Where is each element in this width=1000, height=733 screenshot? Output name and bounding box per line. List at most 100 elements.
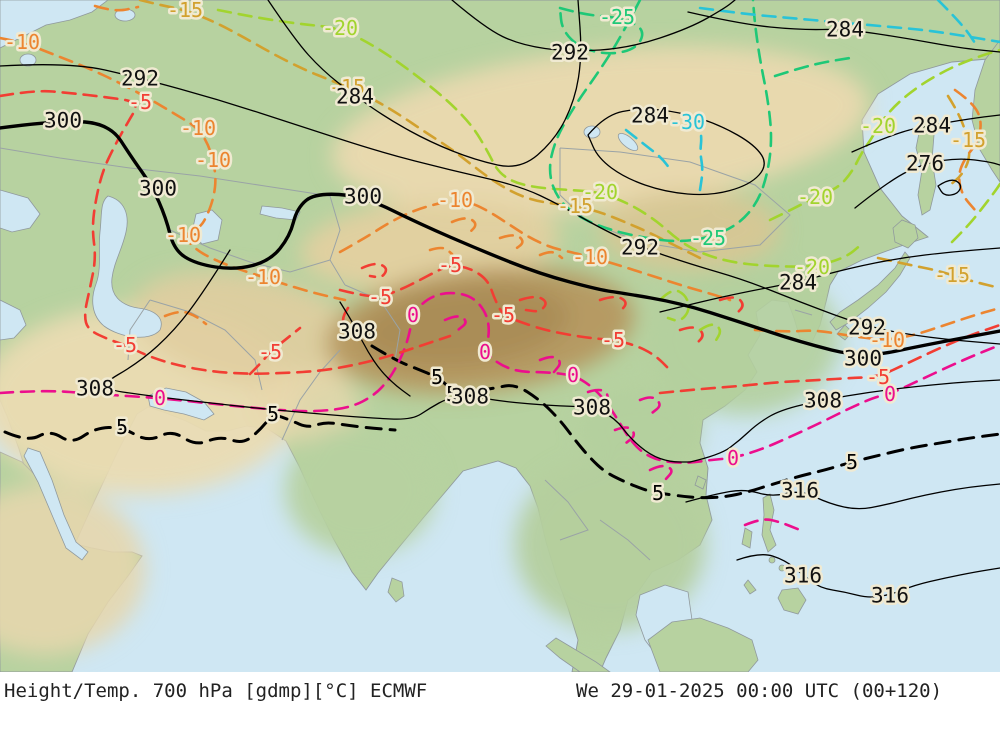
height-contour-316: [736, 554, 1000, 598]
temp-contour--20: [950, 182, 1000, 244]
temp-label--5: -5: [601, 328, 625, 352]
temp-contour-0: [443, 315, 467, 332]
height-contour-284: [659, 247, 1000, 313]
temp-contour--5: [360, 262, 388, 279]
temp-label-0: 0: [567, 363, 579, 387]
temp-label--5: -5: [866, 365, 890, 389]
height-contour-284: [851, 114, 1000, 153]
temp-label--10: -10: [437, 188, 473, 212]
height-label-316: 316: [784, 564, 822, 588]
temp-contour--20: [216, 8, 864, 268]
temp-label-5: 5: [652, 481, 664, 505]
temp-label-0: 0: [884, 382, 896, 406]
height-contour-292: [451, 0, 736, 52]
temp-label--5: -5: [368, 285, 392, 309]
temp-contour--5: [248, 326, 302, 376]
country-borders: [0, 147, 813, 561]
temp-contour--30: [624, 128, 674, 174]
temp-contour--10: [338, 199, 732, 302]
temp-contour--5: [341, 306, 352, 332]
temp-label-0: 0: [727, 446, 739, 470]
height-label-300: 300: [344, 185, 382, 209]
height-contour-292: [0, 64, 1000, 345]
height-contour-284: [267, 0, 582, 167]
temp-contour--5: [658, 323, 1000, 395]
temp-contour-5: [370, 344, 1000, 500]
temp-label--5: -5: [438, 253, 462, 277]
temp-label--20: -20: [860, 114, 896, 138]
temp-contour--10: [428, 246, 454, 256]
chart-footer: Height/Temp. 700 hPa [gdmp][°C] ECMWF We…: [0, 672, 1000, 733]
height-contour-276: [854, 158, 1000, 209]
temp-contour--10: [538, 250, 564, 260]
height-label-308: 308: [338, 320, 376, 344]
temp-label--20: -20: [797, 185, 833, 209]
height-label-284: 284: [779, 271, 817, 295]
temp-contour--15: [138, 0, 702, 260]
height-contour-308: [689, 379, 1000, 463]
temp-contour-0: [648, 464, 673, 482]
temp-label--25: -25: [690, 226, 726, 250]
temp-contour--5: [518, 295, 547, 313]
temp-label--20: -20: [582, 180, 618, 204]
height-label-308: 308: [76, 377, 114, 401]
temp-label-5: 5: [446, 382, 458, 406]
temp-contour--10: [450, 217, 477, 236]
temp-label--15: -15: [167, 0, 203, 22]
temp-contour--30: [698, 6, 1000, 44]
temp-contour-0: [0, 291, 1000, 464]
temp-contour-0: [638, 396, 661, 415]
temp-contour--20: [768, 48, 1000, 222]
map-canvas: 5 5 5 5 5 5 0 0 0 0 0 0 -5 -5 -5 -5 -5 -5 -5 -5 -10 -10 -10 -10…: [0, 0, 1000, 672]
height-label-316: 316: [871, 584, 909, 608]
temp-contour--5: [0, 89, 452, 375]
footer-product-label: Height/Temp. 700 hPa [gdmp][°C] ECMWF: [4, 680, 428, 702]
height-label-284: 284: [631, 104, 669, 128]
height-label-292: 292: [621, 236, 659, 260]
temp-label--30: -30: [669, 110, 705, 134]
temp-label-5: 5: [267, 402, 279, 426]
temp-contour--10: [93, 4, 140, 12]
temp-label-5: 5: [116, 415, 128, 439]
height-contour-308: [339, 301, 411, 397]
temp-label--10: -10: [572, 245, 608, 269]
temp-contour--10: [498, 234, 524, 252]
height-contour-284: [587, 108, 765, 196]
temp-label--5: -5: [113, 333, 137, 357]
height-contour-284: [687, 11, 1000, 53]
height-label-284: 284: [336, 85, 374, 109]
temp-contour--25: [548, 0, 773, 243]
temp-label--5: -5: [491, 303, 515, 327]
temp-label--10: -10: [180, 116, 216, 140]
height-label-308: 308: [573, 396, 611, 420]
temp-contour--10: [0, 36, 347, 302]
temp-contour--30: [936, 0, 980, 50]
temp-label-5: 5: [846, 450, 858, 474]
temp-contour--20: [698, 323, 722, 344]
footer-valid-time: We 29-01-2025 00:00 UTC (00+120): [576, 680, 943, 702]
temp-label--15: -15: [950, 128, 986, 152]
height-label-292: 292: [551, 41, 589, 65]
temp-label--15: -15: [934, 263, 970, 287]
temp-label--20: -20: [322, 16, 358, 40]
temp-label--5: -5: [258, 340, 282, 364]
islands: [387, 39, 1000, 672]
height-contour-308: [106, 249, 691, 463]
temp-label--25: -25: [599, 5, 635, 29]
temp-contour--10: [753, 306, 1000, 341]
temp-label--20: -20: [794, 255, 830, 279]
height-label-308: 308: [804, 389, 842, 413]
temp-label-0: 0: [407, 303, 419, 327]
height-label-316: 316: [781, 479, 819, 503]
height-label-284: 284: [826, 18, 864, 42]
temp-label--10: -10: [245, 265, 281, 289]
temp-label-0: 0: [479, 340, 491, 364]
height-label-300: 300: [844, 347, 882, 371]
temp-label--10: -10: [4, 30, 40, 54]
temp-contour-0: [586, 388, 609, 407]
height-contour-300: [0, 119, 1000, 357]
temp-label--10: -10: [195, 148, 231, 172]
